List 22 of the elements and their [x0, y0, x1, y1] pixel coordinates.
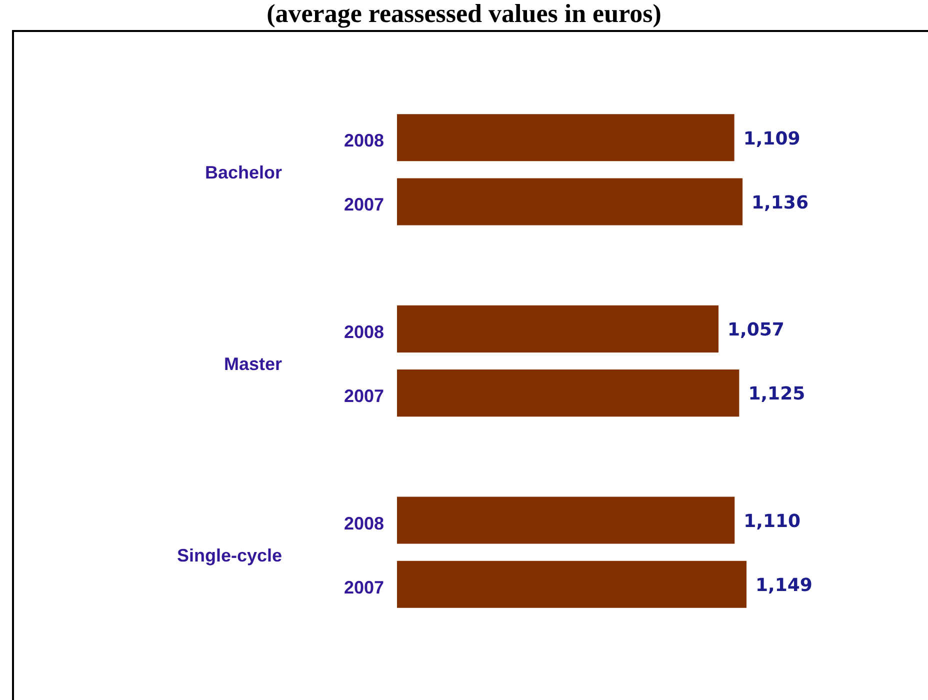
- text: 2008: [344, 322, 384, 342]
- bar: [397, 370, 740, 417]
- y-tick-label: Single-cycle: [176, 545, 282, 566]
- data-label: 1,125: [748, 384, 806, 405]
- text: 2007: [344, 577, 384, 598]
- y-tick-label: Master: [224, 354, 282, 374]
- data-label: 1,057: [728, 320, 784, 341]
- y-tick-label: Bachelor: [204, 162, 282, 183]
- bar: [397, 305, 719, 352]
- text: 2008: [344, 513, 384, 534]
- series-label: 2008: [344, 130, 384, 151]
- bar: [397, 496, 735, 544]
- data-label: 1,109: [743, 128, 800, 150]
- data-label: 1,110: [744, 510, 801, 532]
- bar: [397, 560, 746, 608]
- series-label: 2007: [344, 194, 384, 215]
- text: 2007: [344, 386, 384, 406]
- data-label: 1,136: [752, 192, 808, 214]
- bar: [397, 114, 734, 162]
- chart-title: (average reassessed values in euros): [266, 0, 662, 28]
- data-label: 1,149: [755, 575, 812, 596]
- bar: [397, 178, 743, 226]
